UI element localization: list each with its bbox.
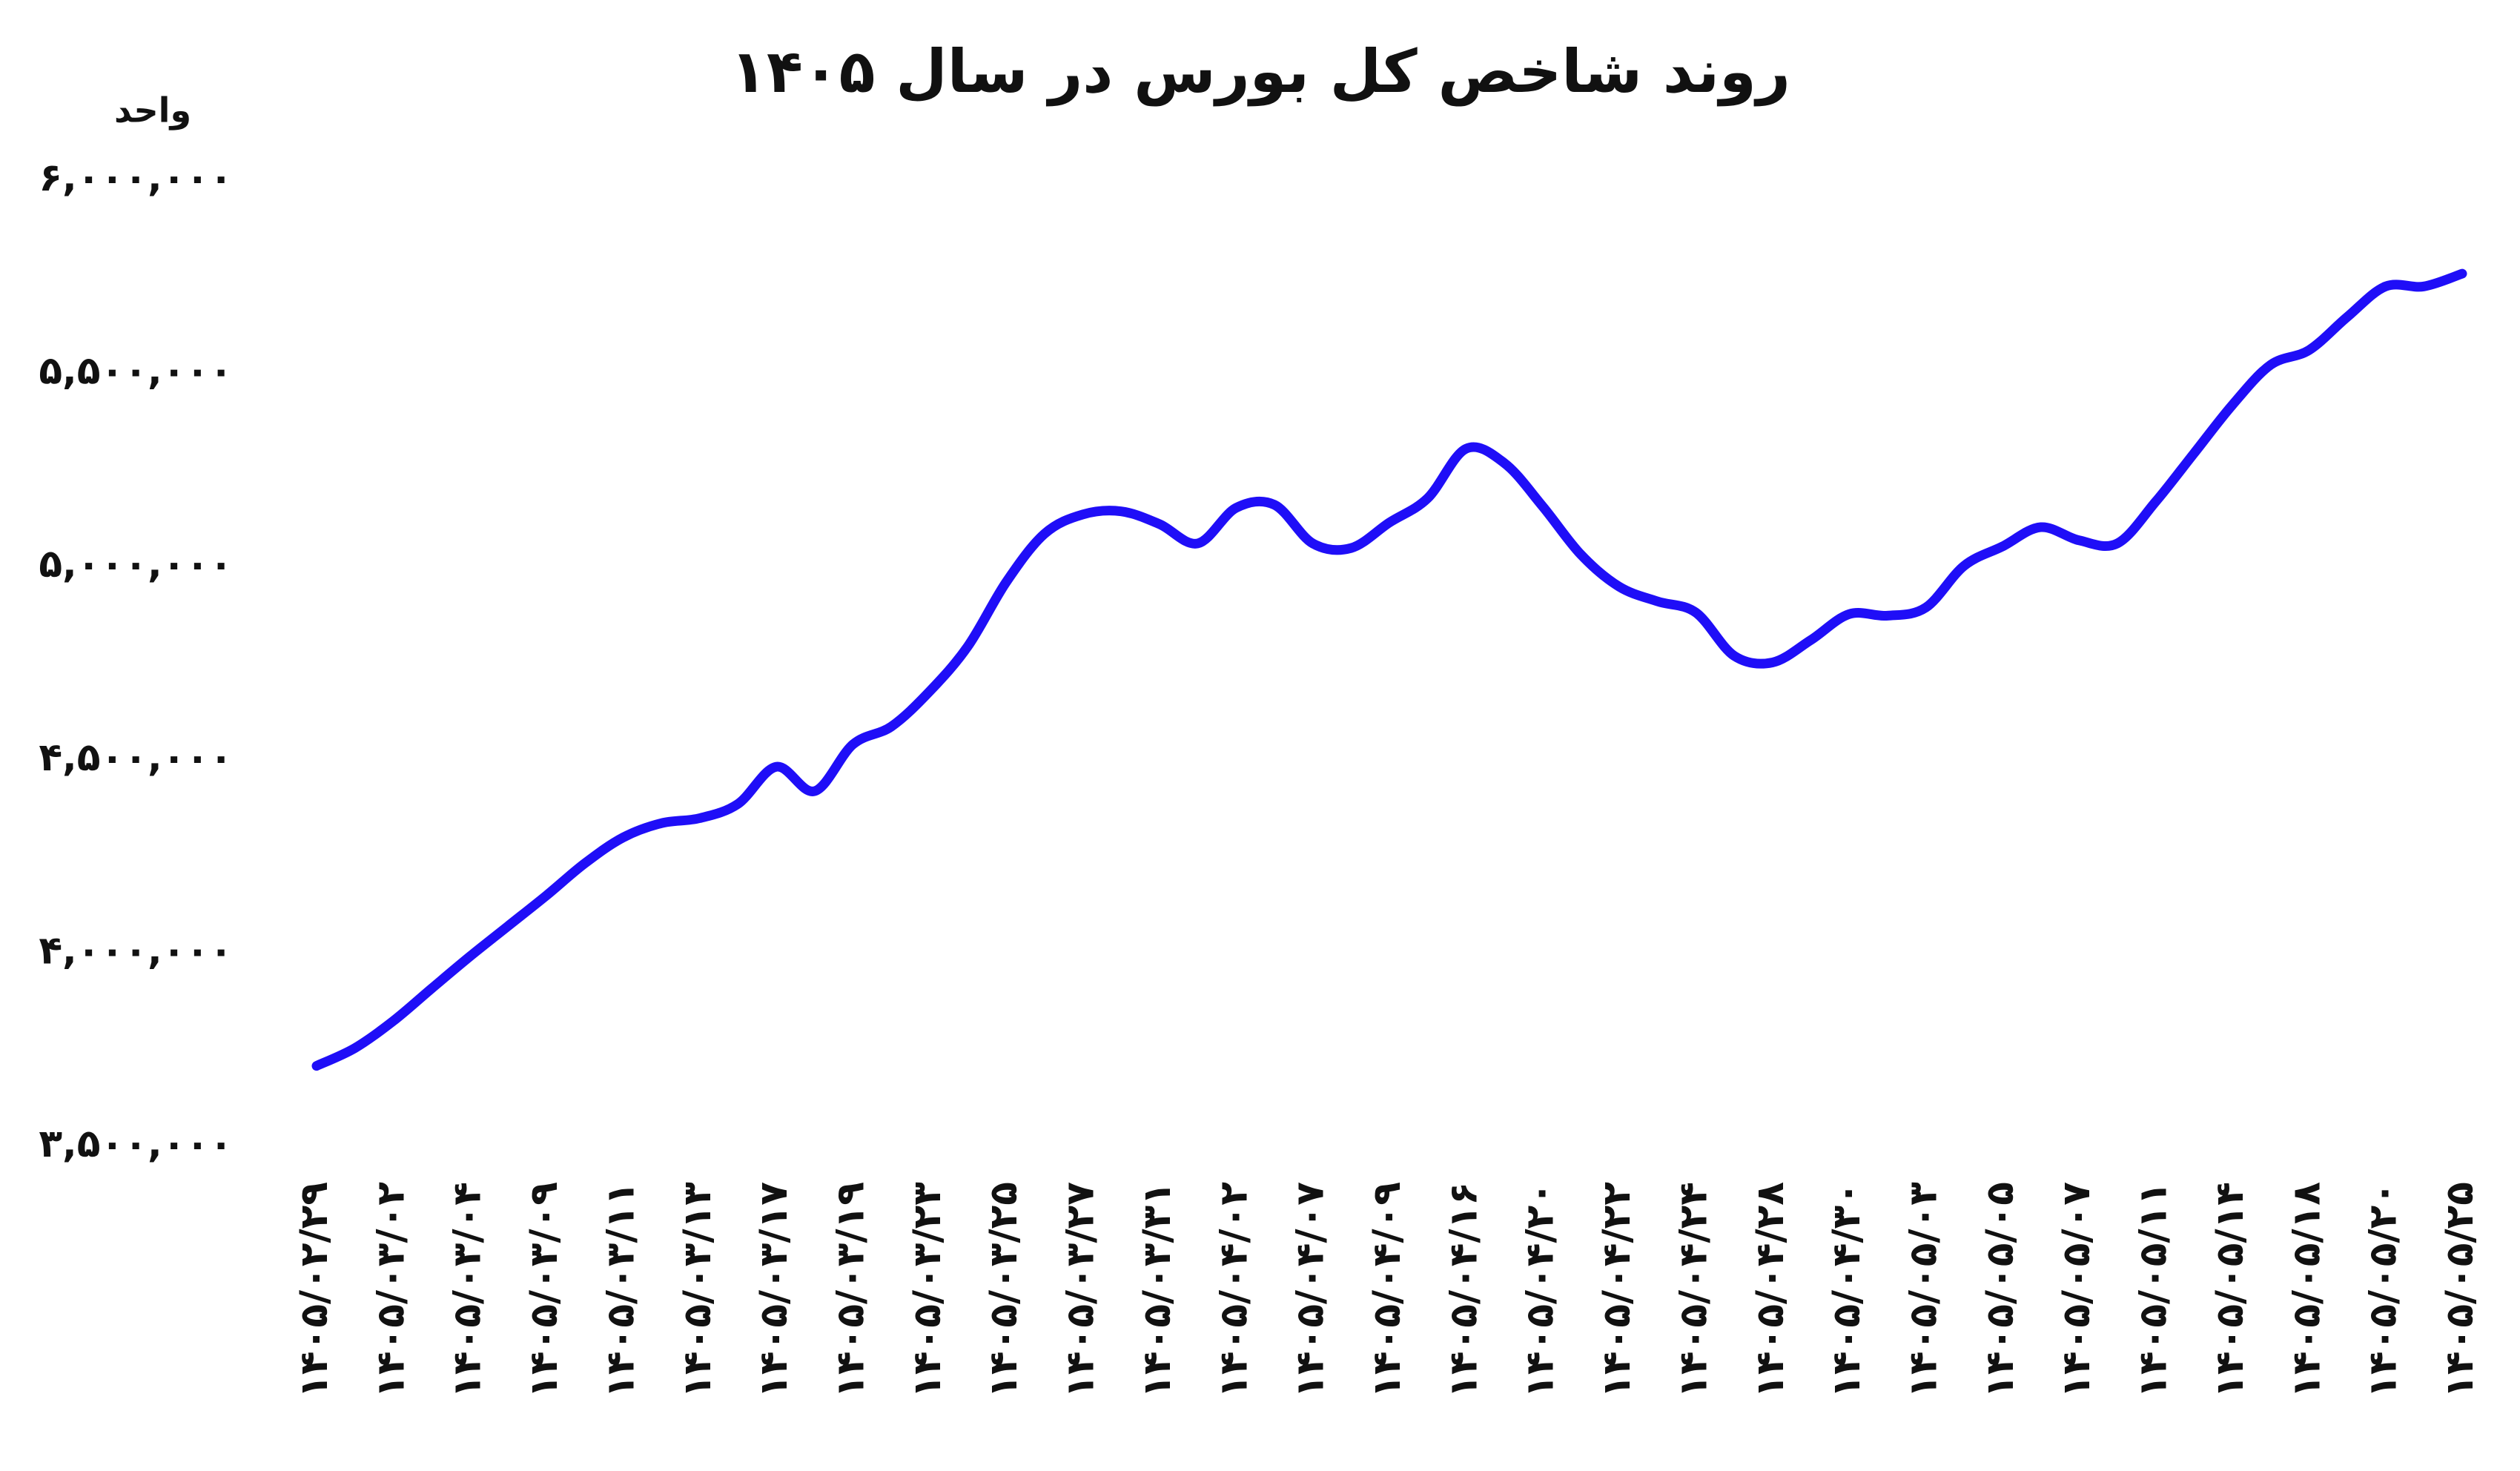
x-tick-label: ۱۴۰۵/۰۳/۲۵ [982, 1182, 1026, 1398]
y-tick-label: ۵,۵۰۰,۰۰۰ [39, 349, 233, 394]
x-tick-label: ۱۴۰۵/۰۴/۰۹ [1365, 1182, 1409, 1398]
x-tick-label: ۱۴۰۵/۰۴/۰۷ [1289, 1182, 1333, 1398]
x-tick-label: ۱۴۰۵/۰۳/۳۱ [1135, 1182, 1180, 1398]
line [311, 268, 2467, 1071]
x-tick-label: ۱۴۰۵/۰۳/۰۴ [446, 1182, 490, 1398]
chart-title: روند شاخص کل بورس در سال ۱۴۰۵ [730, 37, 1790, 107]
y-tick-label: ۳,۵۰۰,۰۰۰ [39, 1122, 233, 1166]
x-tick-label: ۱۴۰۵/۰۵/۲۰ [2361, 1182, 2406, 1398]
x-tick-label: ۱۴۰۵/۰۳/۲۳ [905, 1182, 950, 1398]
x-tick-label: ۱۴۰۵/۰۳/۲۷ [1059, 1182, 1103, 1398]
x-tick-label: ۱۴۰۵/۰۵/۲۵ [2438, 1182, 2482, 1398]
x-tick-label: ۱۴۰۵/۰۲/۲۹ [292, 1182, 337, 1398]
x-tick-label: ۱۴۰۵/۰۴/۰۲ [1211, 1182, 1256, 1398]
x-tick-label: ۱۴۰۵/۰۵/۱۱ [2132, 1182, 2176, 1398]
y-tick-label: ۵,۰۰۰,۰۰۰ [39, 542, 233, 586]
x-tick-label: ۱۴۰۵/۰۳/۱۳ [675, 1182, 720, 1398]
y-tick-label: ۶,۰۰۰,۰۰۰ [39, 156, 233, 200]
x-tick-label: ۱۴۰۵/۰۴/۳۰ [1825, 1182, 1869, 1398]
x-tick-label: ۱۴۰۵/۰۳/۱۹ [829, 1182, 873, 1398]
y-tick-label: ۴,۰۰۰,۰۰۰ [39, 928, 233, 973]
x-tick-label: ۱۴۰۵/۰۴/۲۲ [1595, 1182, 1639, 1398]
y-tick-label: ۴,۵۰۰,۰۰۰ [39, 736, 233, 780]
x-tick-label: ۱۴۰۵/۰۵/۰۷ [2054, 1182, 2099, 1398]
x-tick-label: ۱۴۰۵/۰۳/۱۷ [752, 1182, 796, 1398]
x-tick-label: ۱۴۰۵/۰۴/۲۸ [1748, 1182, 1793, 1398]
x-tick-label: ۱۴۰۵/۰۴/۱۶ [1441, 1182, 1486, 1398]
x-tick-label: ۱۴۰۵/۰۳/۰۲ [368, 1182, 413, 1398]
x-tick-label: ۱۴۰۵/۰۴/۲۴ [1671, 1182, 1716, 1398]
x-tick-label: ۱۴۰۵/۰۳/۰۹ [522, 1182, 566, 1398]
x-tick-label: ۱۴۰۵/۰۴/۲۰ [1518, 1182, 1563, 1398]
x-tick-label: ۱۴۰۵/۰۳/۱۱ [598, 1182, 643, 1398]
x-tick-label: ۱۴۰۵/۰۵/۰۵ [1978, 1182, 2023, 1398]
x-tick-label: ۱۴۰۵/۰۵/۰۳ [1902, 1182, 1946, 1398]
y-axis-label: واحد [114, 90, 191, 130]
x-tick-label: ۱۴۰۵/۰۵/۱۴ [2208, 1182, 2252, 1398]
x-tick-label: ۱۴۰۵/۰۵/۱۸ [2284, 1182, 2329, 1398]
